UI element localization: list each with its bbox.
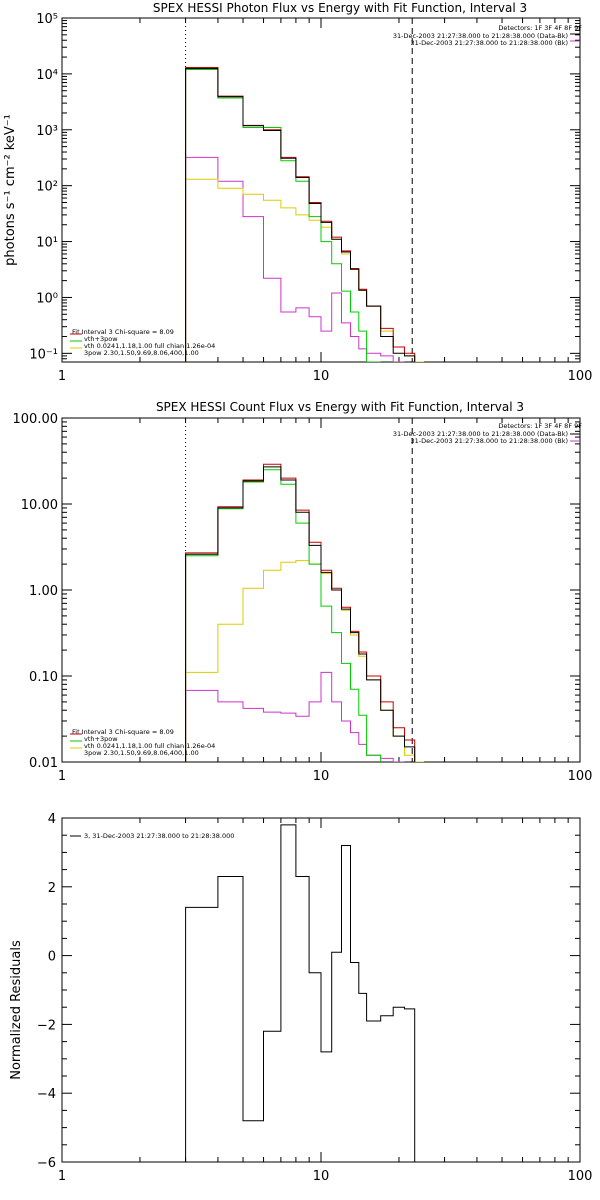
count-flux-xtick-label: 100 xyxy=(568,769,593,784)
photon-flux-title: SPEX HESSI Photon Flux vs Energy with Fi… xyxy=(153,1,527,15)
count-flux-panel: SPEX HESSI Count Flux vs Energy with Fit… xyxy=(13,400,593,784)
count-flux-ytick-label: 1.00 xyxy=(29,584,58,599)
photon-flux-series-3pow-line xyxy=(185,178,425,362)
count-flux-legend-top-1: 31-Dec-2003 21:27:38.000 to 21:28:38.000… xyxy=(411,437,569,445)
photon-flux-xtick-label: 1 xyxy=(58,369,66,384)
residuals-ytick-label: 4 xyxy=(48,812,56,827)
count-flux-series-bk-line xyxy=(185,671,405,762)
photon-flux-xtick-label: 100 xyxy=(568,369,593,384)
count-flux-xtick-label: 10 xyxy=(313,769,330,784)
residuals-ytick-label: −2 xyxy=(37,1018,56,1033)
count-flux-title: SPEX HESSI Count Flux vs Energy with Fit… xyxy=(156,400,524,414)
residuals-panel: Normalized Residuals 3, 31-Dec-2003 21:2… xyxy=(9,812,592,1184)
residuals-ylabel: Normalized Residuals xyxy=(9,940,24,1080)
photon-flux-ytick-label: 10⁵ xyxy=(36,12,58,27)
photon-flux-panel: SPEX HESSI Photon Flux vs Energy with Fi… xyxy=(3,1,592,384)
residuals-series-residuals-line xyxy=(185,824,416,1162)
photon-flux-fit-legend-0: vth+3pow xyxy=(84,335,118,343)
photon-flux-legend-top-1: 31-Dec-2003 21:27:38.000 to 21:28:38.000… xyxy=(411,39,569,47)
photon-flux-frame xyxy=(61,17,581,363)
count-flux-ytick-label: 10.00 xyxy=(21,498,58,513)
count-flux-ytick-label: 0.01 xyxy=(29,756,58,771)
count-flux-fit-title: Fit Interval 3 Chi-square = 8.09 xyxy=(72,728,174,736)
count-flux-xtick-label: 1 xyxy=(58,769,66,784)
count-flux-detectors: Detectors: 1F 3F 4F 8F 9F xyxy=(498,422,582,430)
residuals-ytick-label: −4 xyxy=(37,1087,56,1102)
count-flux-fit-legend-2: 3pow 2.30,1.50,9.69,8.06,400,1.00 xyxy=(84,749,199,757)
photon-flux-legend-top-0: 31-Dec-2003 21:27:38.000 to 21:28:38.000… xyxy=(393,32,568,40)
residuals-ytick-label: 2 xyxy=(48,881,56,896)
count-flux-series-vth-line xyxy=(185,469,382,762)
photon-flux-xtick-label: 10 xyxy=(313,369,330,384)
residuals-ytick-label: 0 xyxy=(48,950,56,965)
photon-flux-ytick-label: 10¹ xyxy=(36,236,58,251)
photon-flux-ytick-label: 10⁴ xyxy=(36,68,58,83)
residuals-xtick-label: 10 xyxy=(313,1169,330,1184)
residuals-xtick-label: 1 xyxy=(58,1169,66,1184)
count-flux-ytick-label: 100.00 xyxy=(13,412,59,427)
count-flux-legend-top-0: 31-Dec-2003 21:27:38.000 to 21:28:38.000… xyxy=(393,430,568,438)
photon-flux-fit-legend-2: 3pow 2.30,1.50,9.69,8.06,400,1.00 xyxy=(84,349,199,357)
count-flux-series-3pow-line xyxy=(185,560,425,762)
count-flux-fit-legend-1: vth 0.0241,1.18,1.00 full chian 1.26e-04 xyxy=(84,742,215,750)
residuals-ytick-label: −6 xyxy=(37,1156,56,1171)
count-flux-series-data-bk-line xyxy=(185,466,416,762)
photon-flux-series-vth-line xyxy=(185,69,381,362)
photon-flux-fit-legend-1: vth 0.0241,1.18,1.00 full chian 1.26e-04 xyxy=(84,342,215,350)
photon-flux-ytick-label: 10⁻¹ xyxy=(29,347,58,362)
count-flux-ytick-label: 0.10 xyxy=(29,670,58,685)
photon-flux-detectors: Detectors: 1F 3F 4F 8F 9F xyxy=(498,24,582,32)
photon-flux-ytick-label: 10⁰ xyxy=(36,291,58,306)
photon-flux-ytick-label: 10³ xyxy=(36,124,58,139)
photon-flux-fit-title: Fit Interval 3 Chi-square = 8.09 xyxy=(72,328,174,336)
count-flux-fit-legend-0: vth+3pow xyxy=(84,735,118,743)
photon-flux-series-data-bk-line xyxy=(185,68,416,362)
photon-flux-ytick-label: 10² xyxy=(36,180,58,195)
photon-flux-ylabel: photons s⁻¹ cm⁻² keV⁻¹ xyxy=(3,114,18,266)
residuals-legend-top-0: 3, 31-Dec-2003 21:27:38.000 to 21:28:38.… xyxy=(84,832,234,840)
residuals-xtick-label: 100 xyxy=(568,1169,593,1184)
